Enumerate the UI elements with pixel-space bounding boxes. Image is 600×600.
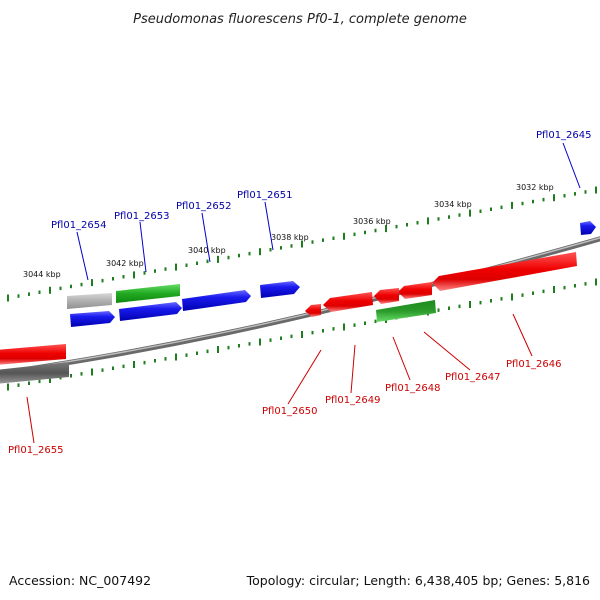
gene-pfl01-2646[interactable]	[432, 252, 577, 291]
leader-pfl01-2645	[562, 142, 581, 189]
label-pfl01-2653[interactable]: Pfl01_2653	[114, 211, 170, 222]
label-pfl01-2655[interactable]: Pfl01_2655	[8, 445, 64, 456]
label-pfl01-2648[interactable]: Pfl01_2648	[385, 383, 441, 394]
kbp-label-3042: 3042 kbp	[106, 259, 144, 268]
label-pfl01-2649[interactable]: Pfl01_2649	[325, 395, 381, 406]
upper-tick-row	[7, 186, 597, 302]
leader-pfl01-2653	[139, 221, 147, 273]
label-pfl01-2652[interactable]: Pfl01_2652	[176, 201, 232, 212]
kbp-label-3034: 3034 kbp	[434, 200, 472, 209]
label-pfl01-2651[interactable]: Pfl01_2651	[237, 190, 293, 201]
leader-pfl01-2649	[350, 344, 356, 394]
gene-pfl01-2654[interactable]	[70, 311, 115, 327]
gene-pfl01-2651[interactable]	[260, 281, 300, 298]
gene-pfl01-2653[interactable]	[119, 302, 182, 321]
gene-pfl01-2647[interactable]	[398, 282, 432, 299]
kbp-label-3036: 3036 kbp	[353, 217, 391, 226]
label-pfl01-2646[interactable]: Pfl01_2646	[506, 359, 562, 370]
genome-summary-text: Topology: circular; Length: 6,438,405 bp…	[246, 573, 590, 588]
label-pfl01-2647[interactable]: Pfl01_2647	[445, 372, 501, 383]
leader-pfl01-2647	[423, 331, 471, 371]
leader-pfl01-2648	[392, 336, 411, 381]
gene-pfl01-2645[interactable]	[580, 221, 596, 235]
leader-pfl01-2652	[201, 212, 211, 263]
gene-pfl01-2655[interactable]	[0, 344, 66, 365]
label-pfl01-2654[interactable]: Pfl01_2654	[51, 220, 107, 231]
leader-pfl01-2646	[512, 313, 533, 357]
leader-pfl01-2651	[264, 201, 274, 251]
gene-pfl01-2650[interactable]	[305, 304, 321, 317]
kbp-label-3038: 3038 kbp	[271, 233, 309, 242]
label-pfl01-2650[interactable]: Pfl01_2650	[262, 406, 318, 417]
label-pfl01-2645[interactable]: Pfl01_2645	[536, 130, 592, 141]
map-title: Pseudomonas fluorescens Pf0-1, complete …	[133, 12, 467, 27]
leader-pfl01-2655	[26, 396, 35, 444]
kbp-label-3032: 3032 kbp	[516, 183, 554, 192]
gene-pfl01-2649[interactable]	[323, 292, 373, 312]
kbp-label-3044: 3044 kbp	[23, 270, 61, 279]
kbp-label-3040: 3040 kbp	[188, 246, 226, 255]
accession-text: Accession: NC_007492	[9, 573, 151, 588]
pseudo-gene-dark[interactable]	[0, 362, 69, 384]
rna-gene-green-reverse[interactable]	[376, 300, 436, 322]
pseudo-gene-gray[interactable]	[67, 293, 112, 309]
gene-pfl01-2648[interactable]	[374, 288, 399, 304]
leader-pfl01-2650	[287, 349, 322, 405]
gene-pfl01-2652[interactable]	[182, 290, 251, 311]
rna-gene-green[interactable]	[116, 284, 180, 303]
leader-pfl01-2654	[76, 231, 89, 281]
